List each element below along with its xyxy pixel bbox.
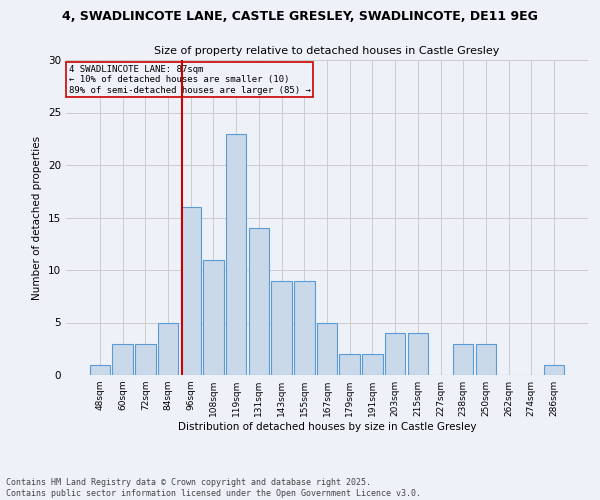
Bar	[181, 207, 201, 375]
Bar	[453, 344, 473, 375]
Bar	[158, 322, 178, 375]
Bar	[362, 354, 383, 375]
Bar	[407, 333, 428, 375]
Bar	[544, 364, 564, 375]
Bar	[476, 344, 496, 375]
Bar	[226, 134, 247, 375]
X-axis label: Distribution of detached houses by size in Castle Gresley: Distribution of detached houses by size …	[178, 422, 476, 432]
Bar	[248, 228, 269, 375]
Bar	[135, 344, 155, 375]
Title: Size of property relative to detached houses in Castle Gresley: Size of property relative to detached ho…	[154, 46, 500, 56]
Y-axis label: Number of detached properties: Number of detached properties	[32, 136, 43, 300]
Text: Contains HM Land Registry data © Crown copyright and database right 2025.
Contai: Contains HM Land Registry data © Crown c…	[6, 478, 421, 498]
Bar	[385, 333, 406, 375]
Bar	[271, 280, 292, 375]
Bar	[203, 260, 224, 375]
Bar	[340, 354, 360, 375]
Bar	[112, 344, 133, 375]
Bar	[90, 364, 110, 375]
Text: 4 SWADLINCOTE LANE: 87sqm
← 10% of detached houses are smaller (10)
89% of semi-: 4 SWADLINCOTE LANE: 87sqm ← 10% of detac…	[68, 64, 310, 94]
Bar	[294, 280, 314, 375]
Bar	[317, 322, 337, 375]
Text: 4, SWADLINCOTE LANE, CASTLE GRESLEY, SWADLINCOTE, DE11 9EG: 4, SWADLINCOTE LANE, CASTLE GRESLEY, SWA…	[62, 10, 538, 23]
